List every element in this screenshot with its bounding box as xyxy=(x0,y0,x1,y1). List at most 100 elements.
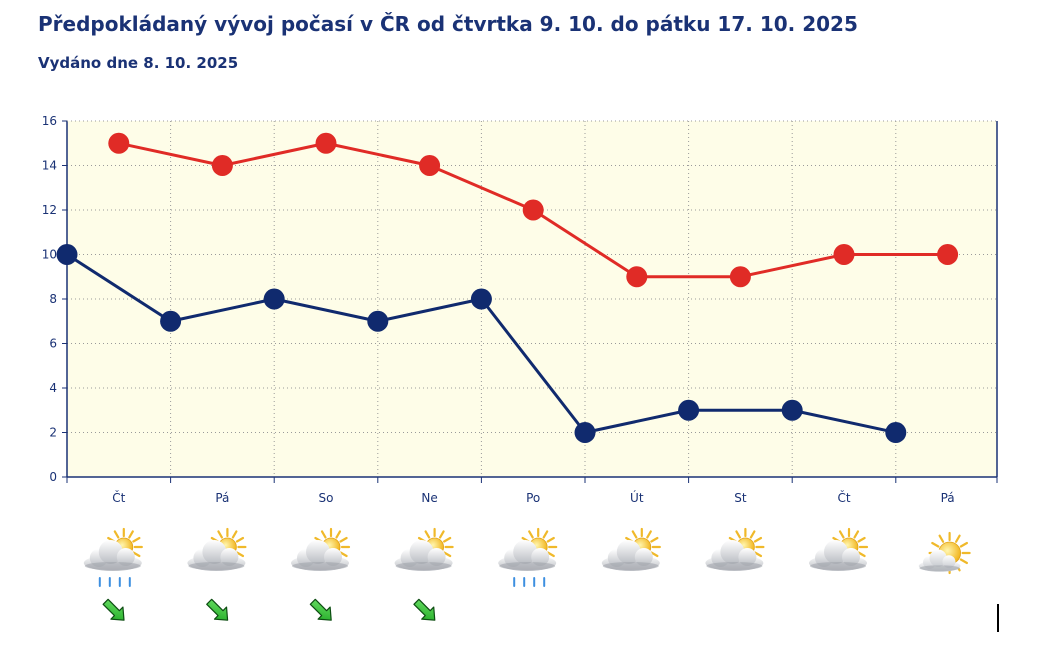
cloud-puff xyxy=(842,548,860,566)
rain-drops xyxy=(513,577,546,587)
cloud-shape xyxy=(705,540,764,571)
sun-ray xyxy=(857,551,866,558)
sun-ray xyxy=(528,530,534,539)
sun-ray xyxy=(217,530,223,539)
cloud-shape xyxy=(394,540,453,571)
cloud-shape xyxy=(187,540,246,571)
cloud-shadow xyxy=(602,562,659,570)
page-title: Předpokládaný vývoj počasí v ČR od čtvrt… xyxy=(38,12,858,36)
data-point-series-2 xyxy=(678,399,700,421)
sun-ray xyxy=(857,536,866,543)
y-tick-label: 4 xyxy=(49,381,57,395)
sun-behind-cloud-icon xyxy=(291,527,351,571)
x-tick-label: Út xyxy=(630,490,644,505)
cloud-shape xyxy=(601,540,660,571)
sun-ray xyxy=(650,551,659,558)
data-point-series-1 xyxy=(108,132,130,154)
sun-ray xyxy=(235,551,245,558)
data-point-series-2 xyxy=(367,310,389,332)
sun-behind-cloud-icon xyxy=(394,527,454,571)
cloud-puff xyxy=(824,540,848,564)
cloud-shadow xyxy=(292,562,348,570)
x-tick-label: Čt xyxy=(112,490,125,505)
sun-behind-cloud-icon xyxy=(705,527,765,571)
sun-ray xyxy=(320,530,327,539)
y-tick-label: 12 xyxy=(42,203,57,217)
sun-ray xyxy=(339,551,348,558)
sun-small-cloud-icon xyxy=(918,531,971,575)
wind-arrow-shape xyxy=(206,598,229,621)
sun-ray xyxy=(753,536,763,543)
issued-date: Vydáno dne 8. 10. 2025 xyxy=(38,54,239,72)
sun-behind-cloud-rain-icon xyxy=(498,527,558,587)
cloud-puff xyxy=(720,540,745,564)
sun-ray xyxy=(443,536,452,543)
cloud-shadow xyxy=(395,562,452,570)
data-point-series-1 xyxy=(729,266,751,288)
sun-ray xyxy=(749,530,756,539)
sun-ray xyxy=(938,534,945,543)
cloud-puff xyxy=(98,540,123,564)
sun-ray xyxy=(542,530,549,539)
cloud-puff xyxy=(634,548,653,566)
x-tick-label: Čt xyxy=(837,490,850,505)
cloud-shape xyxy=(83,540,142,571)
x-tick-label: Po xyxy=(526,491,540,505)
sun-ray xyxy=(128,530,134,539)
sun-ray xyxy=(959,541,969,548)
cloud-puff xyxy=(202,540,227,564)
cloud-shadow xyxy=(919,565,960,572)
data-point-series-2 xyxy=(470,288,492,310)
data-point-series-2 xyxy=(56,244,78,265)
sun-ray xyxy=(132,536,141,543)
x-tick-label: Ne xyxy=(421,491,437,505)
data-point-series-1 xyxy=(833,244,855,265)
sun-ray xyxy=(231,530,238,539)
cloud-puff xyxy=(513,540,538,564)
southeast-arrow-icon xyxy=(309,598,332,621)
x-tick-label: So xyxy=(319,491,334,505)
cloud-puff xyxy=(616,540,641,564)
southeast-arrow-icon xyxy=(102,598,125,621)
cloud-shadow xyxy=(706,562,763,570)
sun-ray xyxy=(546,551,555,558)
sun-ray xyxy=(235,536,245,543)
sun-ray xyxy=(753,551,763,558)
wind-arrow-shape xyxy=(102,598,125,621)
sun-ray xyxy=(113,530,120,539)
data-point-series-1 xyxy=(626,266,648,288)
y-tick-label: 16 xyxy=(42,114,57,128)
cloud-puff xyxy=(531,548,550,566)
cloud-shape xyxy=(498,540,557,571)
sun-ray xyxy=(443,551,452,558)
data-point-series-1 xyxy=(211,155,233,176)
sun-ray xyxy=(954,534,961,543)
data-point-series-1 xyxy=(419,155,441,176)
wind-arrow-shape xyxy=(413,598,436,621)
cloud-puff xyxy=(738,548,757,566)
wind-arrow-shape xyxy=(309,598,332,621)
cloud-puff xyxy=(324,548,342,566)
cloud-puff xyxy=(116,548,135,566)
data-point-series-1 xyxy=(315,132,337,154)
sun-ray xyxy=(650,536,659,543)
y-tick-label: 8 xyxy=(49,292,57,306)
sun-ray xyxy=(339,536,348,543)
x-tick-label: Pá xyxy=(941,491,955,505)
data-point-series-1 xyxy=(522,199,544,221)
cloud-shape xyxy=(809,540,867,571)
southeast-arrow-icon xyxy=(413,598,436,621)
data-point-series-2 xyxy=(160,310,182,332)
data-point-series-2 xyxy=(574,422,596,443)
sun-ray xyxy=(646,530,652,539)
cloud-puff xyxy=(220,548,239,566)
data-point-series-2 xyxy=(781,399,803,421)
y-tick-label: 10 xyxy=(42,248,57,262)
x-tick-label: St xyxy=(734,491,747,505)
sun-ray xyxy=(132,551,141,558)
x-tick-label: Pá xyxy=(215,491,229,505)
cloud-shadow xyxy=(84,562,141,570)
sun-behind-cloud-icon xyxy=(809,527,869,571)
sun-ray xyxy=(335,530,342,539)
